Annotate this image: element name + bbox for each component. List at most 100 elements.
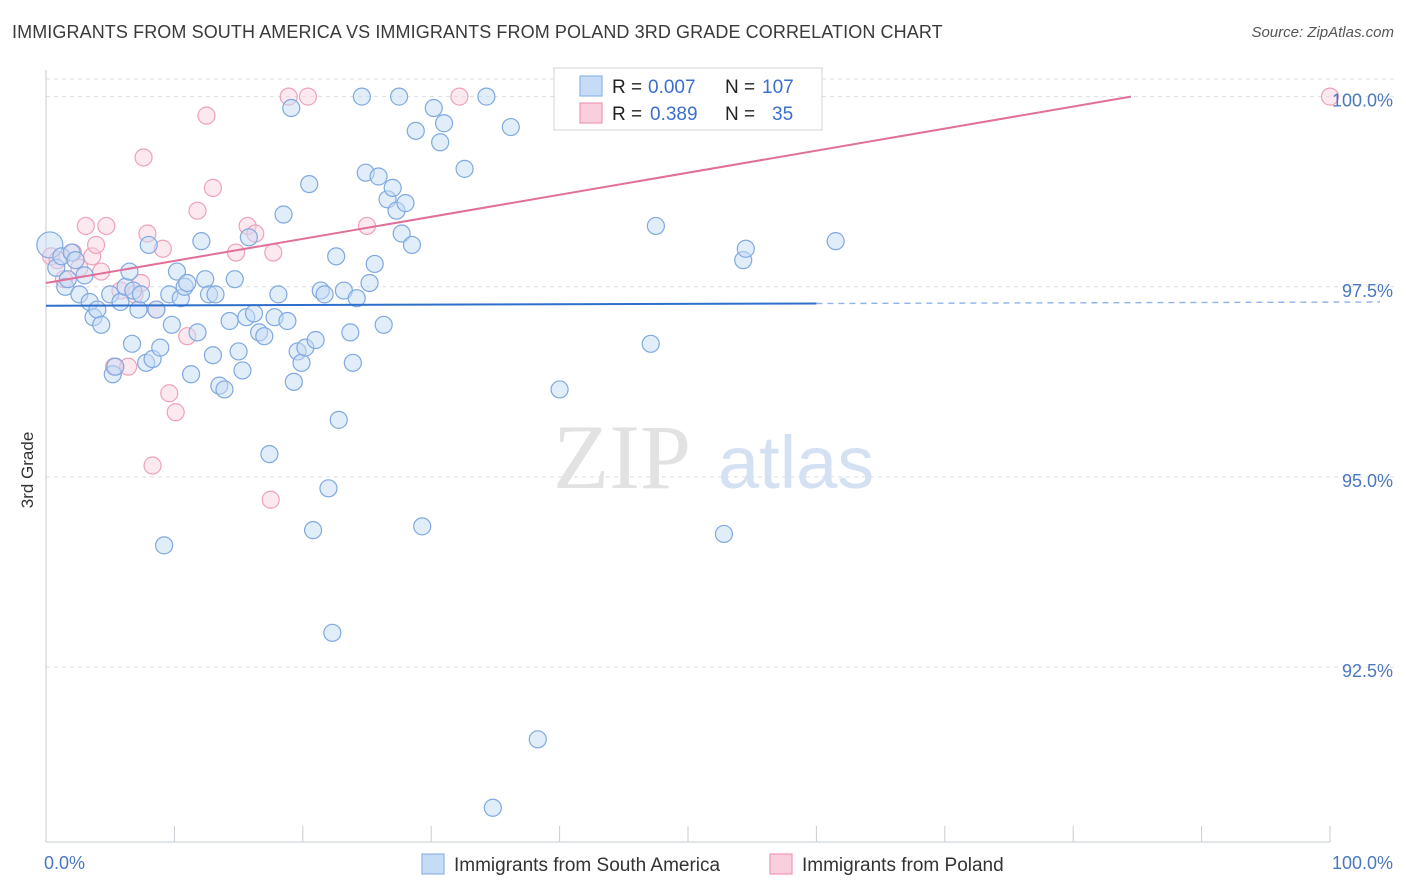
legend-swatch-south-america	[579, 75, 603, 97]
data-point-south-america	[323, 623, 342, 642]
trend-line-south-america-extension	[816, 301, 1381, 305]
data-point-south-america	[431, 133, 450, 152]
data-point-south-america	[390, 87, 409, 106]
data-point-poland	[166, 403, 185, 422]
data-point-south-america	[347, 289, 366, 308]
data-point-south-america	[826, 232, 845, 251]
data-point-poland	[197, 106, 216, 125]
data-point-south-america	[327, 247, 346, 266]
legend-n-value-south-america: 107	[762, 77, 794, 98]
watermark-zip: ZIP	[553, 406, 691, 508]
data-point-south-america	[501, 117, 520, 137]
legend-swatch-poland	[579, 102, 603, 124]
legend-n-label: N =	[725, 77, 755, 98]
data-point-south-america	[352, 87, 371, 106]
data-point-south-america	[220, 311, 239, 331]
legend-r-value-south-america: 0.007	[648, 77, 696, 98]
data-point-poland	[134, 148, 153, 167]
data-point-south-america	[714, 524, 734, 544]
legend-n-value-poland: 35	[772, 104, 793, 125]
data-point-south-america	[162, 315, 181, 334]
data-point-south-america	[641, 334, 660, 353]
data-point-south-america	[284, 372, 303, 391]
series-legend: Immigrants from South America Immigrants…	[421, 853, 1004, 876]
bottom-legend-swatch-south-america	[421, 853, 445, 875]
data-point-poland	[261, 490, 280, 509]
data-point-south-america	[434, 114, 454, 133]
data-point-south-america	[341, 323, 360, 342]
y-tick-label: 100.0%	[1332, 91, 1393, 111]
data-point-south-america	[188, 323, 207, 342]
y-tick-label: 97.5%	[1342, 281, 1393, 301]
data-point-south-america	[550, 380, 569, 399]
data-point-poland	[76, 216, 95, 236]
data-point-south-america	[736, 239, 755, 258]
data-point-south-america	[92, 315, 111, 334]
data-point-south-america	[455, 159, 474, 178]
data-point-south-america	[319, 479, 338, 498]
data-point-south-america	[206, 285, 225, 304]
correlation-legend: R = 0.007 N = 107 R = 0.389 N = 35	[553, 67, 823, 131]
data-point-south-america	[374, 315, 393, 334]
y-axis-title: 3rd Grade	[18, 432, 37, 509]
data-point-poland	[97, 216, 116, 236]
trend-lines	[45, 95, 1381, 307]
data-point-poland	[86, 235, 106, 255]
data-point-south-america	[300, 174, 319, 194]
data-point-south-america	[225, 270, 244, 289]
trend-line-poland	[45, 95, 1132, 284]
data-point-south-america	[360, 273, 379, 293]
data-point-poland	[188, 201, 207, 220]
data-point-south-america	[196, 270, 215, 289]
data-point-south-america	[269, 285, 288, 304]
data-point-south-america	[88, 300, 107, 319]
data-point-south-america	[131, 285, 151, 304]
data-point-poland	[226, 243, 246, 262]
data-point-south-america	[477, 87, 496, 106]
data-point-south-america	[365, 254, 384, 274]
series-south-america-points	[36, 87, 845, 817]
x-tick-label: 0.0%	[44, 853, 85, 873]
data-point-south-america	[303, 521, 323, 540]
data-point-south-america	[315, 285, 334, 304]
data-point-south-america	[392, 224, 411, 243]
data-point-south-america	[255, 327, 274, 346]
data-point-south-america	[260, 444, 279, 464]
data-point-poland	[298, 87, 318, 106]
data-point-south-america	[192, 232, 211, 251]
data-point-south-america	[120, 262, 139, 281]
axes	[45, 70, 1331, 843]
data-point-south-america	[244, 304, 264, 323]
x-tick-label: 100.0%	[1332, 853, 1393, 873]
chart-source: Source: ZipAtlas.com	[1251, 24, 1394, 41]
data-point-south-america	[66, 251, 85, 270]
data-point-poland	[143, 456, 162, 475]
data-point-south-america	[413, 517, 432, 536]
watermark: ZIP atlas	[553, 406, 874, 508]
data-point-south-america	[139, 235, 158, 255]
chart-title: IMMIGRANTS FROM SOUTH AMERICA VS IMMIGRA…	[12, 22, 943, 42]
data-point-south-america	[383, 178, 402, 197]
legend-r-value-poland: 0.389	[650, 104, 698, 125]
data-point-south-america	[292, 353, 311, 372]
x-tick-labels: 0.0% 100.0%	[44, 853, 1393, 873]
y-tick-label: 92.5%	[1342, 661, 1393, 681]
data-point-south-america	[274, 205, 293, 224]
data-point-poland	[203, 178, 223, 197]
data-point-south-america	[406, 121, 425, 140]
data-point-poland	[450, 87, 469, 106]
y-tick-label: 95.0%	[1342, 471, 1393, 491]
watermark-atlas: atlas	[718, 421, 874, 504]
data-point-south-america	[402, 235, 422, 255]
data-point-south-america	[233, 361, 252, 380]
bottom-legend-swatch-poland	[769, 853, 793, 875]
data-point-south-america	[129, 300, 148, 319]
data-point-south-america	[646, 216, 666, 236]
data-point-poland	[264, 243, 283, 262]
data-point-poland	[160, 384, 179, 403]
bottom-legend-label-poland: Immigrants from Poland	[802, 855, 1004, 876]
trend-line-south-america	[45, 302, 817, 307]
data-point-south-america	[215, 380, 234, 399]
data-point-south-america	[483, 798, 502, 817]
